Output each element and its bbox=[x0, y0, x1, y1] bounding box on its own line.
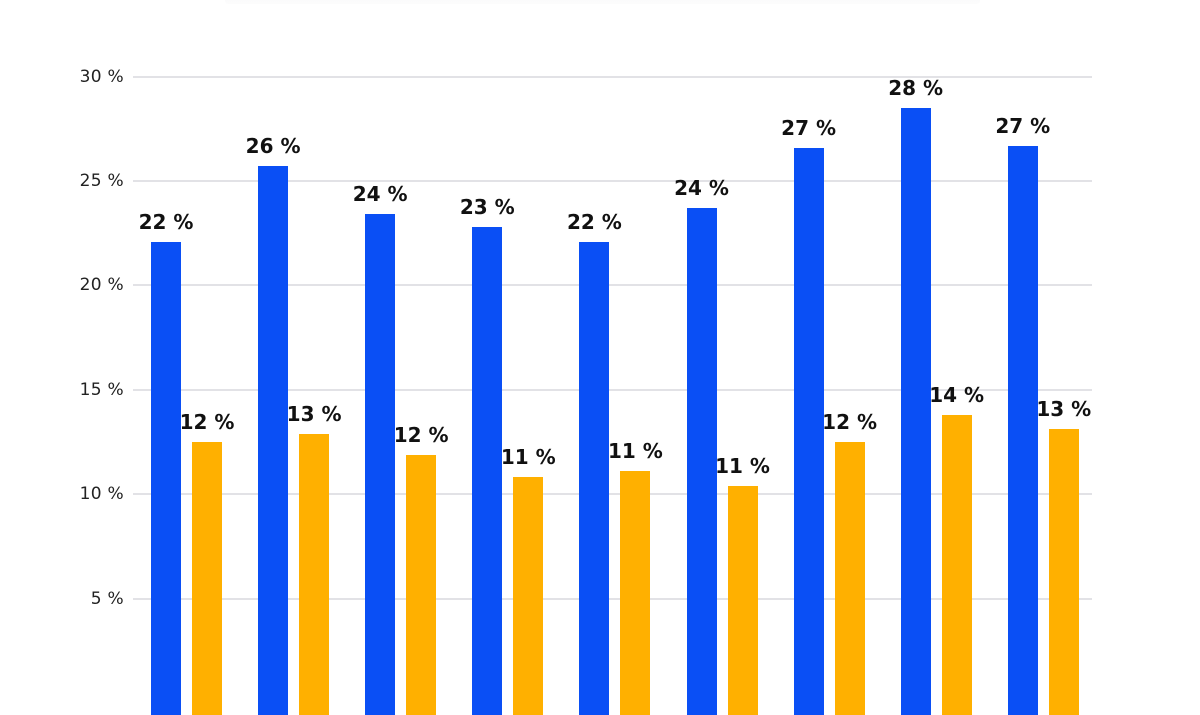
bar-chart-plot: 5 % 10 % 15 % 20 % 25 % 30 % 22 % 12 % 26 % 13 % 2… bbox=[0, 0, 1200, 675]
bar-value-label: 11 % bbox=[483, 445, 573, 469]
bar-value-label: 27 % bbox=[978, 114, 1068, 138]
y-axis-tick-label: 5 % bbox=[50, 589, 124, 609]
bar-orange bbox=[835, 442, 865, 715]
bar-value-label: 24 % bbox=[657, 176, 747, 200]
bar-blue bbox=[579, 242, 609, 715]
bar-blue bbox=[1008, 146, 1038, 715]
bar-value-label: 23 % bbox=[442, 195, 532, 219]
bar-orange bbox=[728, 486, 758, 715]
bar-orange bbox=[620, 471, 650, 715]
bar-value-label: 12 % bbox=[376, 423, 466, 447]
bar-value-label: 22 % bbox=[549, 210, 639, 234]
bar-blue bbox=[365, 214, 395, 715]
bar-orange bbox=[1049, 429, 1079, 715]
y-axis-tick-label: 15 % bbox=[50, 380, 124, 400]
bar-blue bbox=[472, 227, 502, 715]
bar-value-label: 22 % bbox=[121, 210, 211, 234]
bar-value-label: 13 % bbox=[269, 402, 359, 426]
bar-blue bbox=[258, 166, 288, 715]
bar-value-label: 12 % bbox=[805, 410, 895, 434]
bar-value-label: 13 % bbox=[1019, 397, 1109, 421]
bar-orange bbox=[192, 442, 222, 715]
bar-value-label: 27 % bbox=[764, 116, 854, 140]
bar-value-label: 11 % bbox=[698, 454, 788, 478]
bar-orange bbox=[942, 415, 972, 715]
y-axis-tick-label: 20 % bbox=[50, 275, 124, 295]
bar-blue bbox=[151, 242, 181, 715]
y-axis-tick-label: 30 % bbox=[50, 67, 124, 87]
bar-value-label: 11 % bbox=[590, 439, 680, 463]
y-axis-tick-label: 10 % bbox=[50, 484, 124, 504]
bar-orange bbox=[513, 477, 543, 715]
bar-orange bbox=[299, 434, 329, 715]
bar-value-label: 14 % bbox=[912, 383, 1002, 407]
bar-blue bbox=[901, 108, 931, 715]
bar-value-label: 12 % bbox=[162, 410, 252, 434]
bar-value-label: 24 % bbox=[335, 182, 425, 206]
bar-value-label: 26 % bbox=[228, 134, 318, 158]
bar-value-label: 28 % bbox=[871, 76, 961, 100]
bar-orange bbox=[406, 455, 436, 715]
y-axis-tick-label: 25 % bbox=[50, 171, 124, 191]
